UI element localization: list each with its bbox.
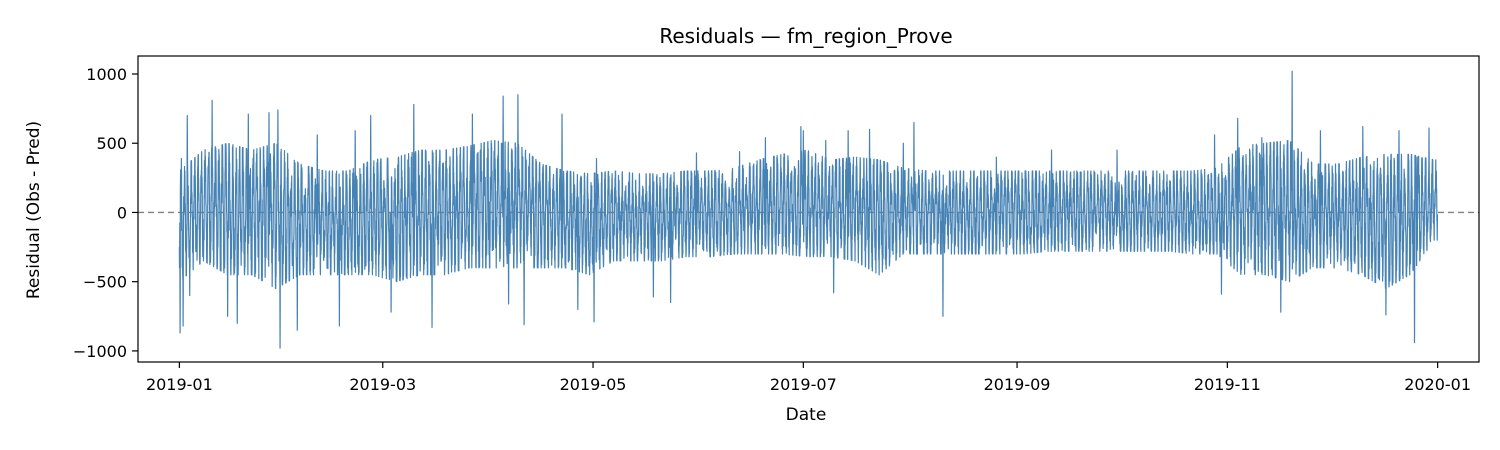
plot-frame [137, 55, 1480, 363]
x-tick-label: 2019-01 [146, 375, 213, 394]
y-tick-label: 500 [96, 134, 127, 153]
y-tick-label: −500 [83, 273, 127, 292]
y-tick-label: −1000 [73, 342, 127, 361]
x-tick-label: 2019-03 [349, 375, 416, 394]
y-tick-label: 1000 [86, 65, 127, 84]
x-axis-label: Date [786, 405, 827, 425]
x-tick-label: 2020-01 [1404, 375, 1471, 394]
x-tick-label: 2019-07 [770, 375, 837, 394]
y-axis-label: Residual (Obs - Pred) [24, 121, 44, 299]
y-axis: −1000 −500 0 500 1000 [73, 65, 138, 361]
x-tick-label: 2019-09 [984, 375, 1051, 394]
x-tick-label: 2019-05 [560, 375, 627, 394]
y-tick-label: 0 [117, 203, 127, 222]
residual-series-line [178, 70, 1439, 349]
chart-title: Residuals — fm_region_Prove [659, 24, 952, 48]
plot-area [137, 55, 1480, 363]
x-tick-label: 2019-11 [1194, 375, 1261, 394]
x-axis: 2019-01 2019-03 2019-05 2019-07 2019-09 2019-… [146, 362, 1471, 394]
